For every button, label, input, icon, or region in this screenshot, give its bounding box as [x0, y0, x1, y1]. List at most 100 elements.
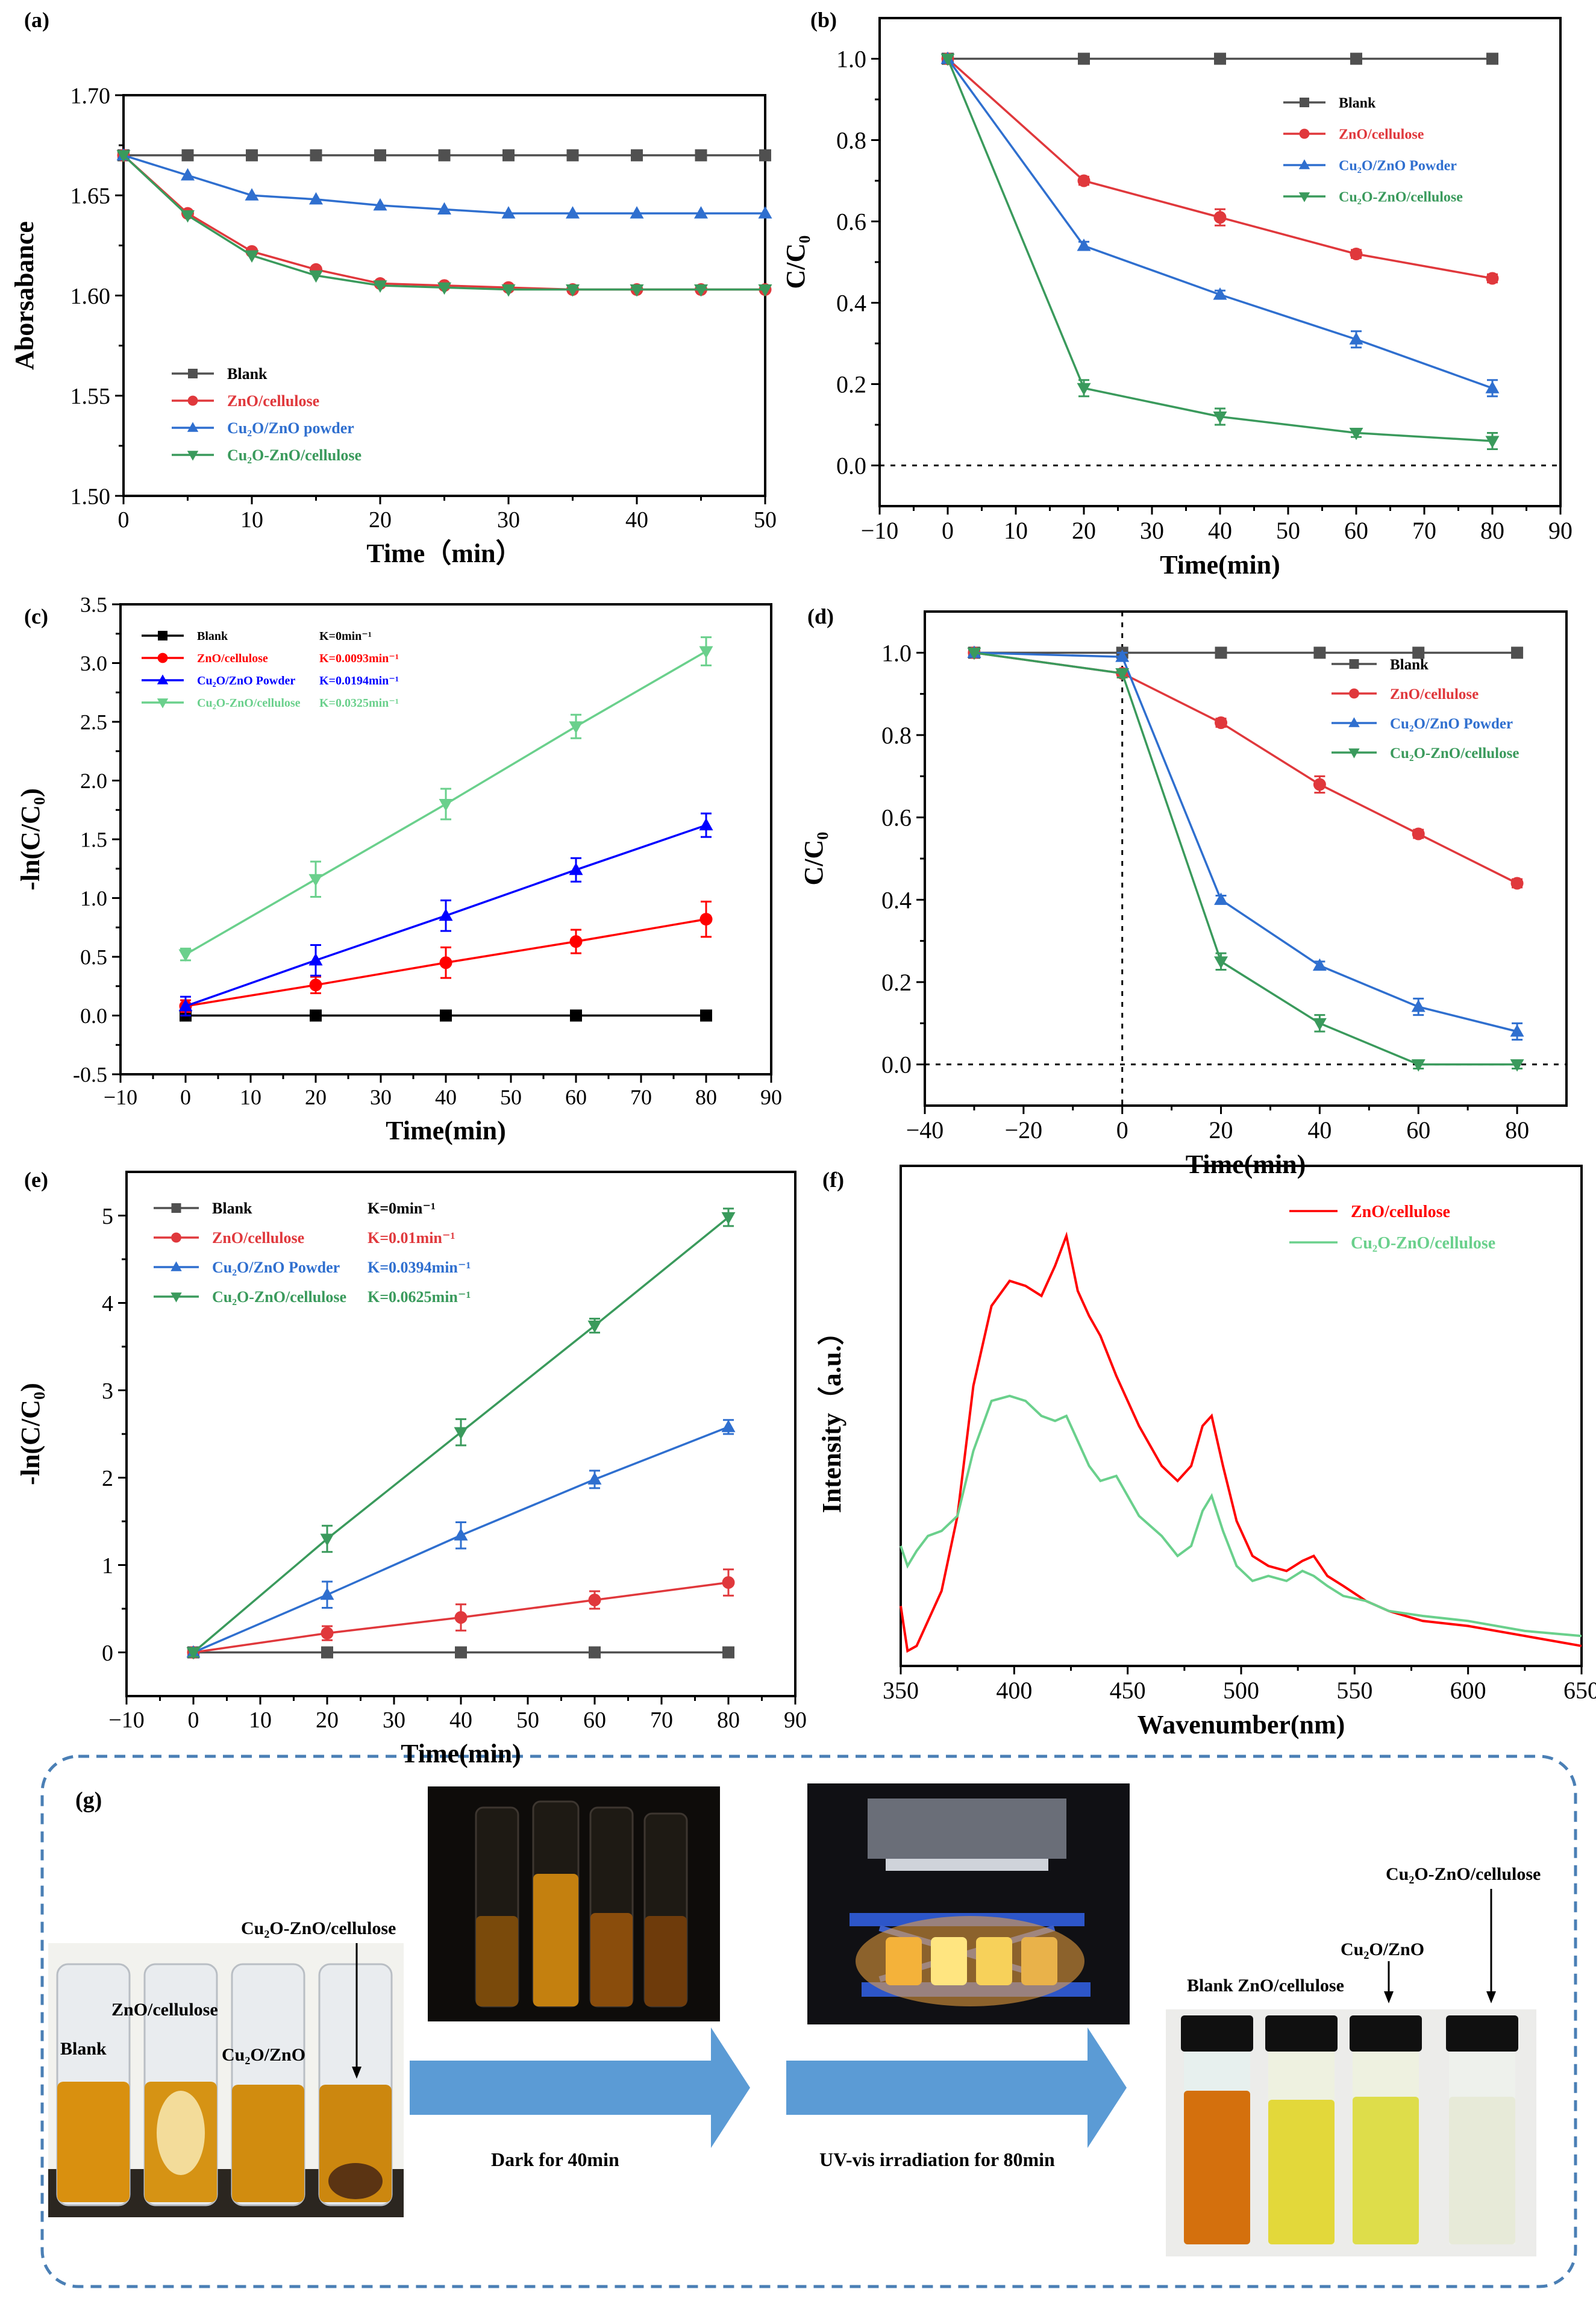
step-uv-label: UV-vis irradiation for 80min: [819, 2149, 1055, 2170]
chart-a-series-line: [122, 154, 765, 291]
chart-d-legend-marker: [1348, 717, 1360, 727]
photo-dark: [428, 1786, 720, 2021]
chart-f-series-line: [900, 1232, 1582, 1653]
chart-a-point: [181, 168, 195, 181]
chart-c-point: [570, 1009, 582, 1022]
chart-d-point: [1511, 646, 1524, 659]
chart-a-point: [373, 198, 387, 211]
chart-c-xlabel: Time(min): [386, 1116, 506, 1145]
chart-b-xtick-label: 80: [1480, 517, 1504, 544]
chart-e-ytick-label: 2: [102, 1466, 113, 1491]
chart-e-point: [722, 1576, 735, 1589]
chart-b-xtick-label: 90: [1548, 517, 1573, 544]
chart-d-point: [1115, 650, 1130, 662]
chart-e-legend-marker: [171, 1203, 181, 1213]
chart-a-xlabel: Time（min）: [366, 539, 522, 568]
chart-b-legend-label: Cu₂O-ZnO/cellulose: [1339, 189, 1463, 205]
chart-d-point: [1412, 827, 1425, 841]
chart-d-point: [1313, 778, 1326, 791]
chart-e-point: [455, 1646, 467, 1659]
chart-e-point: [587, 1472, 602, 1485]
chart-b-legend-label: Blank: [1339, 95, 1376, 111]
chart-f-xtick-label: 400: [996, 1677, 1032, 1704]
chart-a-xtick-label: 20: [369, 507, 392, 533]
chart-e-legend-marker: [171, 1261, 182, 1271]
chart-c-xtick-label: 50: [500, 1085, 522, 1109]
chart-c-ylabel: -ln(C/C₀): [16, 788, 45, 891]
chart-c-point: [700, 1009, 712, 1022]
chart-b-xtick-label: 0: [942, 517, 954, 544]
final-label-cu2o: Cu₂O/ZnO: [1341, 1939, 1424, 1959]
chart-e-xtick-label: 60: [583, 1708, 606, 1733]
chart-d-legend-marker: [1349, 659, 1359, 669]
chart-b-panel-label: (b): [810, 8, 837, 32]
chart-e-point: [454, 1427, 468, 1440]
chart-e-xtick-label: 20: [316, 1708, 339, 1733]
chart-c: −10 0 10 20 30 40 50 60 70 80 90 -0.5 0.0 0.5 1.0 1.5 2.…: [16, 593, 782, 1145]
chart-d-ytick-label: 0.8: [881, 722, 912, 749]
chart-d-point: [1115, 668, 1130, 681]
panel-g-border: [40, 1755, 1577, 2288]
chart-d-legend-label: Blank: [1390, 657, 1429, 673]
chart-a-point: [181, 149, 194, 161]
chart-a-legend-label: Cu₂O-ZnO/cellulose: [227, 446, 361, 464]
chart-c-xtick-label: −10: [104, 1085, 137, 1109]
chart-b-point: [1485, 381, 1500, 393]
chart-c-panel-label: (c): [24, 604, 48, 628]
chart-a-legend-marker: [187, 451, 199, 461]
chart-e: −10 0 10 20 30 40 50 60 70 80 90 0 1 2 3 4 5 Time(min) -ln…: [16, 1168, 807, 1768]
chart-b-legend-marker: [1298, 159, 1310, 169]
chart-d-point: [1312, 958, 1327, 971]
chart-c-xtick-label: 40: [435, 1085, 457, 1109]
chart-c-xtick-label: 10: [240, 1085, 261, 1109]
chart-c-point: [569, 721, 583, 734]
chart-d-xtick-label: 40: [1307, 1116, 1332, 1144]
chart-d-point: [1215, 716, 1228, 729]
chart-a-xtick-label: 30: [497, 507, 520, 533]
chart-b-point: [1214, 52, 1226, 65]
chart-b-series-line: [947, 58, 1493, 442]
chart-c-point: [699, 646, 713, 659]
chart-e-legend-k: K=0.01min⁻¹: [368, 1229, 455, 1247]
chart-a-xtick-label: 50: [754, 507, 777, 533]
chart-d-xtick-label: −40: [906, 1116, 944, 1144]
chart-d-point: [1312, 1018, 1327, 1031]
chart-c-ytick-label: 2.0: [80, 769, 107, 793]
chart-c-ytick-label: 1.0: [80, 886, 107, 910]
chart-c-legend-k: K=0.0325min⁻¹: [319, 697, 399, 710]
chart-a-ylabel: Aborsabance: [10, 221, 39, 370]
final-label-blank-zno: Blank ZnO/cellulose: [1187, 1976, 1344, 1996]
chart-b-point: [1077, 383, 1091, 396]
chart-a-point: [630, 206, 644, 219]
chart-b-xtick-label: −10: [861, 517, 899, 544]
chart-c-point: [439, 908, 453, 921]
chart-b-ytick-label: 0.8: [836, 127, 866, 154]
chart-c-xtick-label: 60: [565, 1085, 587, 1109]
chart-c-xtick-label: 70: [630, 1085, 652, 1109]
chart-c-ytick-label: 3.0: [80, 651, 107, 675]
chart-e-point: [321, 1627, 334, 1640]
chart-d-series-line: [974, 651, 1518, 1066]
chart-b: −10 0 10 20 30 40 50 60 70 80 90 0.0 0.2 0.4 0.6 0.8 1.0…: [781, 8, 1573, 580]
chart-d-ytick-label: 0.6: [881, 804, 912, 831]
chart-a-point: [437, 202, 451, 215]
chart-b-xtick-label: 20: [1072, 517, 1096, 544]
chart-c-ytick-label: 1.5: [80, 828, 107, 852]
chart-b-point: [1077, 174, 1091, 187]
chart-a-point: [502, 149, 515, 161]
chart-b-point: [1486, 52, 1498, 65]
chart-e-point: [320, 1587, 334, 1600]
chart-a-legend-marker: [187, 422, 199, 432]
chart-e-ytick-label: 5: [102, 1204, 113, 1229]
chart-a-legend-label: Blank: [227, 365, 268, 383]
chart-a-ytick-label: 1.65: [70, 184, 111, 209]
chart-d-xtick-label: 80: [1505, 1116, 1529, 1144]
chart-e-ytick-label: 4: [102, 1291, 113, 1316]
chart-c-point: [440, 1009, 452, 1022]
chart-c-ytick-label: 0.0: [80, 1004, 107, 1028]
chart-c-xtick-label: 80: [695, 1085, 717, 1109]
chart-d-panel-label: (d): [807, 604, 834, 628]
chart-e-ylabel: -ln(C/C₀): [16, 1383, 45, 1485]
chart-b-legend-marker: [1299, 128, 1310, 139]
arrow-dark-step: Dark for 40min: [410, 2027, 750, 2170]
